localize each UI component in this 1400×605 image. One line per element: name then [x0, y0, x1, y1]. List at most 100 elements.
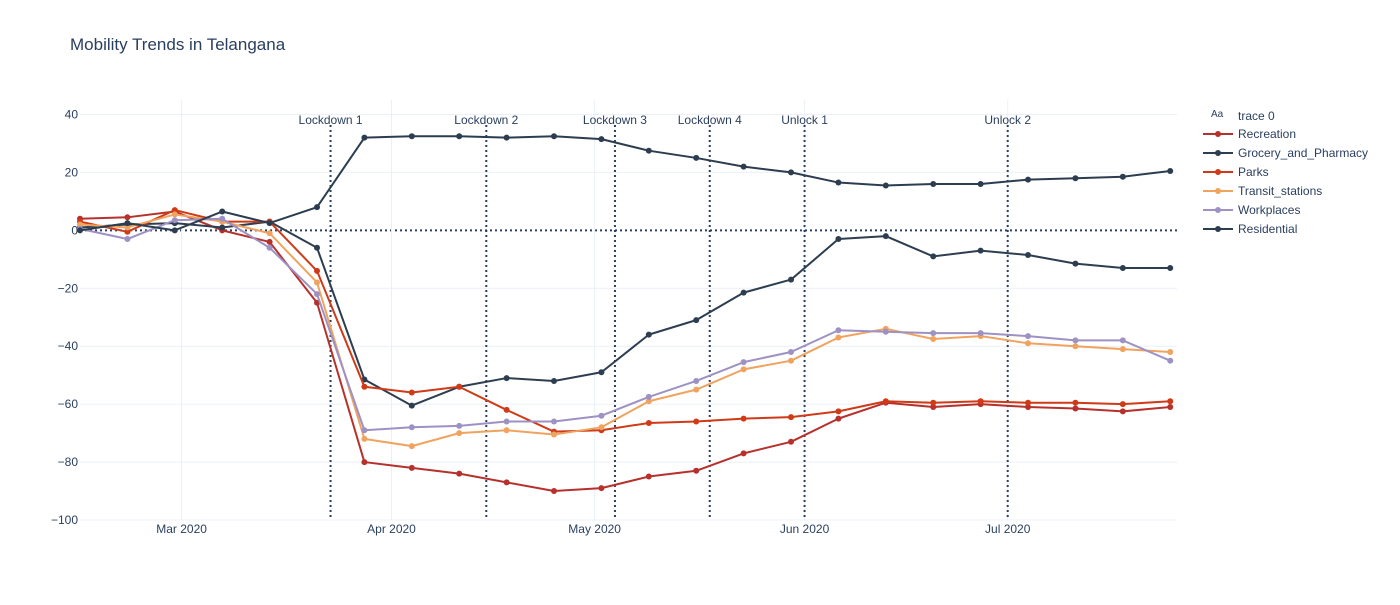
- legend-swatch-marker: [1215, 226, 1221, 232]
- data-point: [645, 398, 652, 405]
- event-lines: Lockdown 1 Lockdown 2 Lockdown 3 Lockdown 4…: [299, 113, 1031, 520]
- legend-label: Parks: [1238, 165, 1269, 179]
- data-point: [1119, 337, 1126, 344]
- legend-item-grocery_and_pharmacy[interactable]: Grocery_and_Pharmacy: [1203, 146, 1368, 160]
- data-point: [598, 136, 605, 143]
- data-point: [408, 424, 415, 431]
- data-point: [1025, 399, 1032, 406]
- data-point: [788, 357, 795, 364]
- data-point: [456, 133, 463, 140]
- data-point: [930, 399, 937, 406]
- data-point: [314, 279, 321, 286]
- series-line: [79, 213, 1171, 448]
- data-point: [408, 443, 415, 450]
- series-parks: [77, 207, 1174, 435]
- legend-label: Recreation: [1238, 127, 1296, 141]
- series-layer: [77, 133, 1174, 495]
- event-label: Lockdown 2: [454, 113, 518, 127]
- data-point: [882, 328, 889, 335]
- data-point: [835, 179, 842, 186]
- data-point: [124, 214, 131, 221]
- data-point: [266, 244, 273, 251]
- data-point: [1167, 357, 1174, 364]
- data-point: [408, 464, 415, 471]
- event-label: Lockdown 4: [678, 113, 742, 127]
- series-recreation: [77, 208, 1174, 495]
- series-workplaces: [77, 215, 1174, 434]
- data-point: [171, 217, 178, 224]
- legend-item-residential[interactable]: Residential: [1203, 222, 1297, 236]
- data-point: [456, 422, 463, 429]
- data-point: [788, 349, 795, 355]
- data-point: [408, 389, 415, 396]
- data-point: [1167, 404, 1174, 411]
- data-point: [171, 211, 178, 218]
- data-point: [1072, 175, 1079, 182]
- legend[interactable]: Aa trace 0 Recreation Grocery_and_Pharmac…: [1203, 109, 1368, 236]
- event-label: Unlock 1: [781, 113, 828, 127]
- y-tick-label: −100: [51, 513, 78, 527]
- data-point: [788, 414, 795, 421]
- data-point: [1025, 340, 1032, 347]
- data-point: [740, 415, 747, 422]
- data-point: [77, 227, 83, 234]
- data-point: [1119, 401, 1126, 408]
- legend-swatch-marker: [1215, 131, 1221, 137]
- data-point: [1025, 251, 1032, 258]
- data-point: [882, 398, 889, 405]
- legend-label: Residential: [1238, 222, 1297, 236]
- data-point: [551, 431, 558, 438]
- data-point: [1167, 265, 1174, 271]
- data-point: [408, 133, 415, 140]
- data-point: [598, 485, 605, 492]
- y-tick-label: 20: [65, 165, 79, 179]
- data-point: [503, 134, 510, 141]
- legend-item-parks[interactable]: Parks: [1203, 165, 1269, 179]
- series-line: [79, 135, 1171, 232]
- data-point: [1167, 167, 1174, 174]
- legend-item-transit_stations[interactable]: Transit_stations: [1203, 184, 1322, 198]
- data-point: [693, 386, 700, 393]
- data-point: [124, 220, 131, 227]
- y-tick-label: −60: [58, 397, 79, 411]
- data-point: [266, 220, 273, 227]
- data-point: [645, 393, 652, 400]
- data-point: [930, 330, 937, 337]
- data-point: [551, 418, 558, 425]
- legend-item-recreation[interactable]: Recreation: [1203, 127, 1296, 141]
- data-point: [645, 473, 652, 480]
- data-point: [740, 450, 747, 457]
- data-point: [503, 427, 510, 434]
- data-point: [835, 334, 842, 341]
- data-point: [314, 244, 321, 251]
- series-line: [79, 217, 1171, 432]
- event-label: Unlock 2: [984, 113, 1031, 127]
- event-label: Lockdown 1: [299, 113, 363, 127]
- y-tick-label: 0: [71, 223, 78, 237]
- data-point: [882, 182, 889, 189]
- data-point: [1072, 337, 1079, 344]
- data-point: [503, 418, 510, 425]
- data-point: [788, 169, 795, 176]
- legend-label: Workplaces: [1238, 203, 1300, 217]
- data-point: [835, 415, 842, 422]
- legend-item-workplaces[interactable]: Workplaces: [1203, 203, 1300, 217]
- data-point: [693, 154, 700, 161]
- data-point: [551, 377, 558, 384]
- data-point: [1119, 173, 1126, 180]
- data-point: [361, 383, 368, 390]
- legend-header-label: trace 0: [1238, 109, 1275, 123]
- data-point: [977, 330, 984, 337]
- data-point: [598, 369, 605, 376]
- series-residential: [77, 133, 1174, 234]
- data-point: [930, 181, 937, 187]
- data-point: [1072, 260, 1079, 267]
- data-point: [930, 253, 937, 260]
- series-line: [79, 209, 1171, 433]
- legend-swatch-marker: [1215, 207, 1221, 213]
- data-point: [171, 207, 178, 214]
- data-point: [1072, 405, 1079, 412]
- data-point: [551, 488, 558, 495]
- data-point: [693, 418, 700, 425]
- data-point: [1119, 265, 1126, 271]
